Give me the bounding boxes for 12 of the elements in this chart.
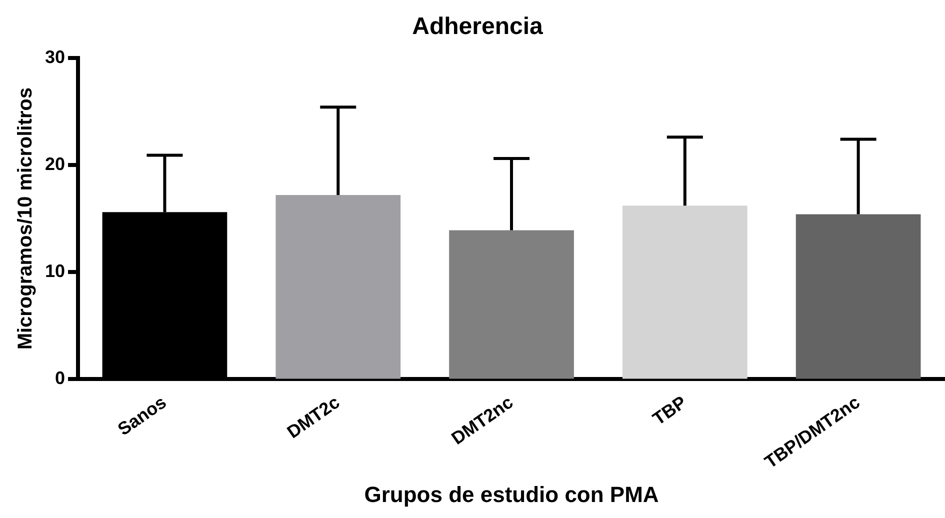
chart-title: Adherencia [412,13,544,40]
y-tick-label: 20 [44,154,66,174]
y-tick-label: 30 [44,46,66,67]
x-axis-title: Grupos de estudio con PMA [364,482,659,507]
bar [449,230,574,379]
y-axis-title: Microgramos/10 microlitros [14,87,37,350]
x-tick-label: TBP [649,392,690,430]
y-tick-label: 10 [44,261,66,282]
bar [276,194,401,379]
y-tick-label: 0 [55,368,66,388]
bar [796,214,921,379]
bar [622,206,748,379]
